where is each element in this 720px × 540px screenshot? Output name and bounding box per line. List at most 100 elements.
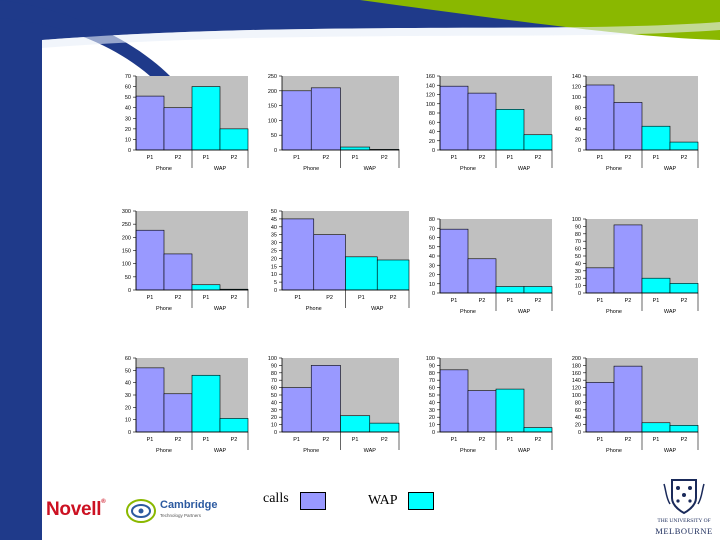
x-tick-label: P2: [175, 295, 182, 301]
y-tick-label: 60: [429, 386, 435, 392]
bar: [281, 90, 312, 151]
bar: [135, 95, 165, 151]
legend-calls-label: calls: [263, 491, 289, 506]
group-label: Phone: [606, 448, 622, 454]
y-tick-label: 60: [575, 247, 581, 253]
y-tick-label: 70: [271, 378, 277, 384]
y-tick-label: 40: [575, 415, 581, 421]
y-tick-label: 60: [429, 236, 435, 242]
y-tick-label: 150: [268, 104, 277, 110]
bar: [613, 224, 643, 294]
x-tick-label: P1: [293, 155, 300, 161]
group-label: Phone: [156, 448, 172, 454]
x-tick-label: P2: [326, 295, 333, 301]
group-label: WAP: [364, 166, 377, 172]
group-label: WAP: [214, 166, 227, 172]
y-tick-label: 40: [125, 106, 131, 112]
y-tick-label: 100: [122, 262, 131, 268]
y-tick-label: 0: [578, 430, 581, 436]
bar: [585, 84, 615, 151]
y-tick-label: 120: [426, 93, 435, 99]
x-tick-label: P1: [653, 298, 660, 304]
y-tick-label: 30: [271, 241, 277, 247]
bar: [495, 388, 525, 433]
bar: [495, 108, 525, 151]
y-tick-label: 80: [575, 232, 581, 238]
bar: [613, 102, 643, 151]
bar: [340, 415, 371, 433]
group-label: WAP: [664, 309, 677, 315]
x-tick-label: P1: [147, 155, 154, 161]
x-tick-label: P2: [681, 155, 688, 161]
y-tick-label: 30: [575, 269, 581, 275]
x-tick-label: P2: [231, 437, 238, 443]
x-tick-label: P1: [203, 437, 210, 443]
bar: [281, 218, 315, 291]
y-tick-label: 160: [572, 371, 581, 377]
x-tick-label: P2: [175, 155, 182, 161]
y-tick-label: 60: [125, 356, 131, 362]
y-tick-label: 0: [578, 291, 581, 297]
x-tick-label: P2: [479, 155, 486, 161]
y-tick-label: 50: [125, 95, 131, 101]
y-tick-label: 20: [271, 256, 277, 262]
group-label: Phone: [460, 309, 476, 315]
y-tick-label: 180: [572, 363, 581, 369]
bar: [191, 86, 221, 151]
group-label: Phone: [156, 306, 172, 312]
y-tick-label: 20: [575, 276, 581, 282]
group-label: WAP: [664, 166, 677, 172]
y-tick-label: 100: [572, 217, 581, 223]
group-label: Phone: [303, 166, 319, 172]
y-tick-label: 15: [271, 264, 277, 270]
y-tick-label: 140: [572, 378, 581, 384]
y-tick-label: 0: [128, 148, 131, 154]
x-tick-label: P1: [358, 295, 365, 301]
y-tick-label: 30: [429, 408, 435, 414]
bar: [313, 234, 346, 291]
y-tick-label: 50: [125, 368, 131, 374]
bar: [219, 128, 249, 151]
cambridge-logo: Cambridge Technology Partners: [124, 496, 234, 526]
group-label: Phone: [606, 166, 622, 172]
y-tick-label: 70: [429, 226, 435, 232]
x-tick-label: P1: [507, 437, 514, 443]
y-tick-label: 80: [575, 106, 581, 112]
chart-1-2: 0 50 100 150 200 250 P1 P2 P1 P2 Phone WAP: [268, 74, 400, 172]
x-tick-label: P2: [323, 155, 330, 161]
bar: [310, 365, 341, 433]
y-tick-label: 60: [271, 386, 277, 392]
y-tick-label: 30: [125, 393, 131, 399]
y-tick-label: 40: [271, 400, 277, 406]
y-tick-label: 40: [125, 381, 131, 387]
y-tick-label: 120: [572, 85, 581, 91]
y-tick-label: 10: [125, 137, 131, 143]
bar: [310, 87, 341, 151]
novell-logo-text: Novell: [46, 499, 102, 520]
y-tick-label: 20: [125, 405, 131, 411]
legend-calls-swatch: [300, 492, 326, 510]
y-tick-label: 30: [125, 116, 131, 122]
y-tick-label: 20: [429, 139, 435, 145]
cambridge-swirl-icon: [126, 499, 156, 523]
y-tick-label: 0: [432, 148, 435, 154]
y-tick-label: 0: [432, 430, 435, 436]
x-tick-label: P2: [381, 437, 388, 443]
x-tick-label: P1: [597, 437, 604, 443]
x-tick-label: P1: [203, 155, 210, 161]
legend-wap-label: WAP: [368, 493, 398, 508]
group-label: Phone: [156, 166, 172, 172]
x-tick-label: P1: [653, 155, 660, 161]
bar: [340, 146, 371, 151]
y-tick-label: 100: [426, 356, 435, 362]
y-tick-label: 70: [429, 378, 435, 384]
x-tick-label: P2: [390, 295, 397, 301]
bar: [669, 425, 699, 433]
y-tick-label: 80: [429, 111, 435, 117]
x-tick-label: P1: [293, 437, 300, 443]
bar: [467, 390, 497, 433]
group-label: WAP: [518, 448, 531, 454]
frame-white-arc: [42, 22, 720, 48]
